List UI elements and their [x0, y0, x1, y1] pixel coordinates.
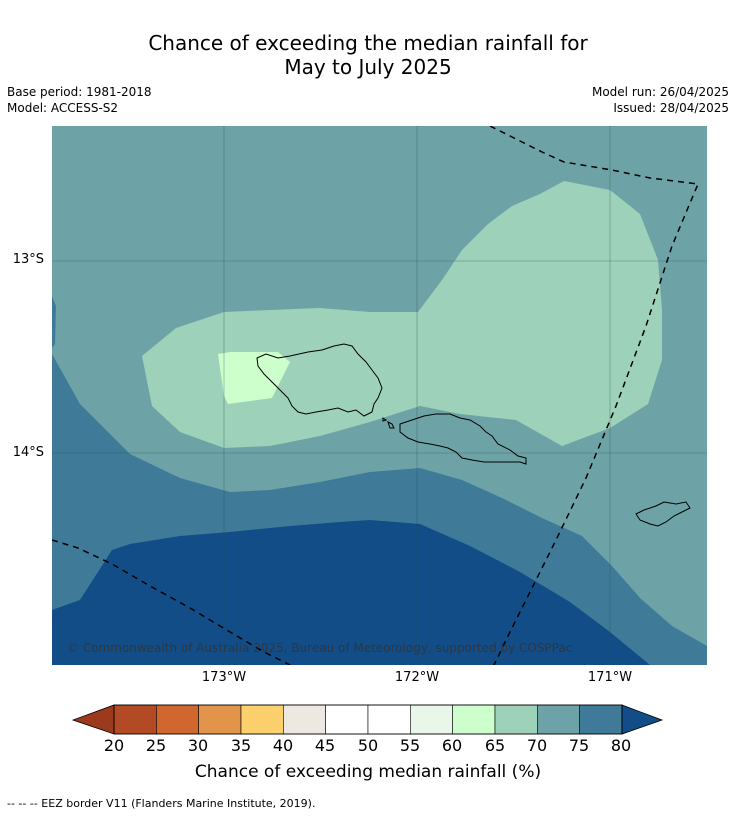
map-region-80-plus: [52, 520, 650, 665]
colorbar-cells: [113, 704, 623, 735]
colorbar-tick-55: 55: [399, 736, 421, 755]
title-line-2: May to July 2025: [284, 55, 452, 79]
eez-footnote: -- -- -- EEZ border V11 (Flanders Marine…: [7, 797, 316, 810]
meta-right: Model run: 26/04/2025 Issued: 28/04/2025: [592, 84, 729, 116]
colorbar-tick-75: 75: [568, 736, 590, 755]
lat-label-14s: 14°S: [12, 445, 44, 460]
colorbar-high-extend: [621, 704, 664, 735]
colorbar-tick-50: 50: [357, 736, 379, 755]
lon-label-173w: 173°W: [201, 670, 247, 685]
colorbar-cell: [452, 704, 496, 735]
colorbar-cell: [325, 704, 369, 735]
colorbar-tick-40: 40: [272, 736, 294, 755]
colorbar-tick-70: 70: [526, 736, 548, 755]
colorbar-tick-65: 65: [484, 736, 506, 755]
lon-label-171w: 171°W: [587, 670, 633, 685]
model-run: Model run: 26/04/2025: [591, 85, 729, 99]
islet-2: [382, 417, 388, 422]
colorbar-label: Chance of exceeding median rainfall (%): [194, 762, 542, 782]
model-name: Model: ACCESS-S2: [7, 101, 119, 115]
colorbar-cell: [113, 704, 157, 735]
colorbar-tick-30: 30: [187, 736, 209, 755]
graticule: [52, 126, 707, 665]
eez-border-west: [52, 539, 291, 665]
copyright-notice: © Commonwealth of Australia 2025, Bureau…: [67, 641, 573, 655]
colorbar-tick-80: 80: [610, 736, 632, 755]
meta-left: Base period: 1981-2018 Model: ACCESS-S2: [7, 84, 152, 116]
island-tutuila: [635, 501, 691, 527]
colorbar-cell: [283, 704, 326, 735]
colorbar-cell: [198, 704, 242, 735]
map-region-75-80-edge: [52, 296, 56, 348]
map-title: Chance of exceeding the median rainfall …: [0, 31, 736, 79]
colorbar-cell: [240, 704, 284, 735]
map-region-60-65: [218, 352, 290, 404]
islet-1: [387, 421, 395, 429]
lon-label-172w: 172°W: [394, 670, 440, 685]
coastlines: [256, 343, 691, 527]
colorbar-cell: [367, 704, 411, 735]
colorbar-tick-45: 45: [314, 736, 336, 755]
colorbar-tick-35: 35: [230, 736, 252, 755]
issued-date: Issued: 28/04/2025: [613, 101, 729, 115]
colorbar-frame: [113, 704, 623, 735]
eez-border-east: [489, 126, 700, 665]
colorbar-cell: [494, 704, 538, 735]
colorbar-tick-60: 60: [441, 736, 463, 755]
colorbar-cell: [156, 704, 199, 735]
colorbar-tick-20: 20: [103, 736, 125, 755]
colorbar-cell: [537, 704, 580, 735]
island-upolu: [399, 413, 527, 465]
colorbar-cell: [579, 704, 623, 735]
island-savaii: [256, 343, 383, 417]
base-period: Base period: 1981-2018: [7, 85, 152, 99]
colorbar-cell: [410, 704, 453, 735]
eez-border: [52, 126, 700, 665]
title-line-1: Chance of exceeding the median rainfall …: [148, 31, 588, 55]
lat-label-13s: 13°S: [12, 252, 44, 267]
colorbar: [72, 704, 664, 735]
rainfall-map: [52, 126, 707, 665]
colorbar-low-extend: [72, 704, 115, 735]
colorbar-tick-25: 25: [145, 736, 167, 755]
